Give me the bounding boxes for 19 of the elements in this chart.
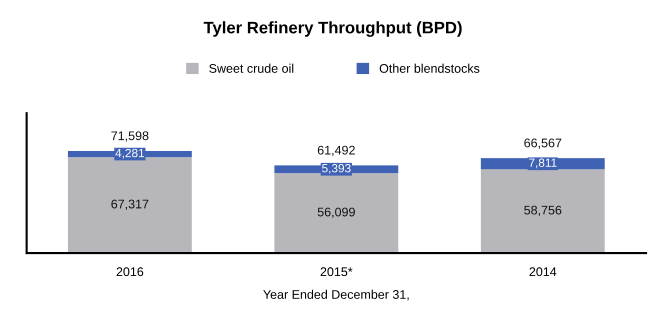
total-label: 61,492 [318,146,355,156]
total-label: 71,598 [111,131,148,142]
bar [480,169,605,254]
data-label: 4,281 [115,148,144,159]
bar [68,157,192,254]
data-label: 5,393 [322,164,351,174]
legend-label: Sweet crude oil [209,64,294,73]
data-label: 56,099 [318,208,355,218]
data-label: 7,811 [529,158,557,168]
x-tick-label: 2014 [530,267,556,276]
chart-title: Tyler Refinery Throughput (BPD) [204,21,462,37]
x-tick-label: 2015* [320,267,352,276]
data-label: 67,317 [111,200,148,210]
data-label: 58,756 [524,206,562,216]
x-axis-title: Year Ended December 31, [263,290,409,300]
bar [274,173,398,254]
legend-label: Other blendstocks [380,64,480,73]
x-tick-label: 2016 [116,267,144,276]
total-label: 66,567 [524,138,562,149]
